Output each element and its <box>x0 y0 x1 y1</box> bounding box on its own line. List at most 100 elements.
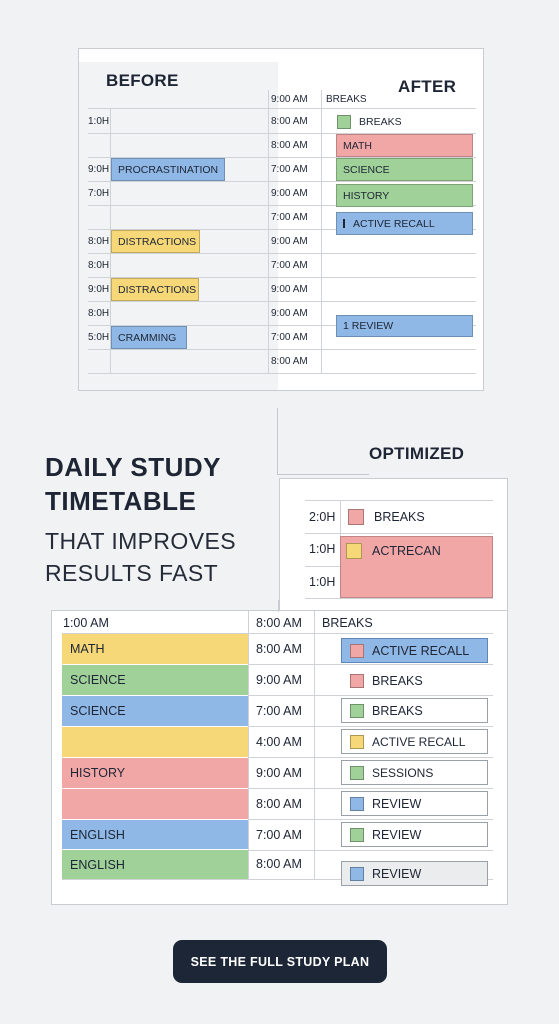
top-grid-line <box>88 349 476 350</box>
review-item: REVIEW <box>341 861 488 886</box>
before-time: 8:0H <box>88 308 110 319</box>
actrecan-block <box>340 536 493 598</box>
after-time: 7:00 AM <box>271 164 308 175</box>
bottom-grid-line <box>248 850 493 851</box>
yellow-square-icon <box>350 734 364 749</box>
after-header-time: 9:00 AM <box>271 94 308 105</box>
after-time: 7:00 AM <box>271 260 308 271</box>
top-grid-line <box>88 205 476 206</box>
before-time: 7:0H <box>88 188 110 199</box>
top-grid-column-line <box>268 90 269 373</box>
headline-title-line1: DAILY STUDY <box>45 452 221 482</box>
item-label: REVIEW <box>372 827 422 842</box>
item-label: ACTIVE RECALL <box>372 734 466 749</box>
connector-line <box>277 474 369 475</box>
after-heading: AFTER <box>398 77 457 96</box>
headline-title-line2: TIMETABLE <box>45 486 197 516</box>
procrastination-block: PROCRASTINATION <box>111 158 225 181</box>
breaks-label: BREAKS <box>359 116 402 128</box>
after-time: 9:00 AM <box>271 236 308 247</box>
optimized-grid-line <box>305 566 341 567</box>
bottom-grid-line <box>248 788 493 789</box>
top-grid-column-line <box>321 90 322 373</box>
math-block: MATH <box>336 134 473 157</box>
bottom-grid-line <box>248 695 493 696</box>
bottom-time: 9:00 AM <box>256 766 302 780</box>
optimized-grid-line <box>305 598 493 599</box>
bottom-time: 8:00 AM <box>256 797 302 811</box>
item-label: BREAKS <box>372 703 423 718</box>
optimized-heading: OPTIMIZED <box>369 444 465 463</box>
history-subject-block: HISTORY <box>62 758 248 788</box>
bottom-time: 7:00 AM <box>256 828 302 842</box>
green-square-icon <box>350 703 364 718</box>
item-label: REVIEW <box>372 796 422 811</box>
actrecan-label: ACTRECAN <box>372 544 441 558</box>
bottom-time: 8:00 AM <box>256 857 302 871</box>
science-subject-block: SCIENCE <box>62 696 248 726</box>
item-label: BREAKS <box>372 673 423 688</box>
bottom-time: 4:00 AM <box>256 735 302 749</box>
before-time: 9:0H <box>88 164 110 175</box>
headline-subtitle-line2: RESULTS FAST <box>45 560 219 586</box>
review-block: 1 REVIEW <box>336 315 473 337</box>
science-subject-block: SCIENCE <box>62 665 248 695</box>
optimized-time: 2:0H <box>309 510 336 524</box>
before-heading: BEFORE <box>106 71 179 90</box>
after-time: 9:00 AM <box>271 308 308 319</box>
optimized-grid-line <box>305 533 493 534</box>
bottom-column-line <box>248 611 249 879</box>
bottom-header-right: BREAKS <box>322 616 373 630</box>
active-recall-label: ACTIVE RECALL <box>353 217 435 230</box>
english-subject-block: ENGLISH <box>62 820 248 849</box>
before-time: 9:0H <box>88 284 110 295</box>
bottom-time: 7:00 AM <box>256 704 302 718</box>
optimized-time: 1:0H <box>309 542 336 556</box>
sessions-item: SESSIONS <box>341 760 488 785</box>
after-header-label: BREAKS <box>326 94 367 105</box>
actrecan-row: ACTRECAN <box>346 542 441 560</box>
headline-subtitle-line1: THAT IMPROVES <box>45 528 236 554</box>
green-square-icon <box>350 827 364 842</box>
bottom-grid-line <box>248 819 493 820</box>
empty-subject-block <box>62 789 248 819</box>
active-recall-block: ACTIVE RECALL <box>336 212 473 235</box>
top-grid-line <box>88 229 476 230</box>
distractions-block: DISTRACTIONS <box>111 230 200 253</box>
breaks-legend: BREAKS <box>337 114 402 130</box>
bottom-grid-line <box>62 633 493 634</box>
red-square-icon <box>350 643 364 658</box>
top-grid-line <box>88 253 476 254</box>
blue-square-icon <box>350 866 364 881</box>
before-time: 8:0H <box>88 236 110 247</box>
optimized-time: 1:0H <box>309 575 336 589</box>
math-subject-block: MATH <box>62 634 248 664</box>
distractions-block: DISTRACTIONS <box>111 278 199 301</box>
bottom-grid-line <box>62 879 493 880</box>
top-grid-line <box>88 108 476 109</box>
before-time: 8:0H <box>88 260 110 271</box>
history-block: HISTORY <box>336 184 473 207</box>
red-square-icon <box>348 509 364 525</box>
bottom-column-line <box>314 611 315 879</box>
after-time: 9:00 AM <box>271 284 308 295</box>
after-time: 8:00 AM <box>271 116 308 127</box>
breaks-item: BREAKS <box>341 698 488 723</box>
see-full-study-plan-button[interactable]: SEE THE FULL STUDY PLAN <box>173 940 387 983</box>
science-block: SCIENCE <box>336 158 473 181</box>
after-time: 7:00 AM <box>271 332 308 343</box>
bottom-grid-line <box>248 757 493 758</box>
review-item: REVIEW <box>341 822 488 847</box>
yellow-square-icon <box>346 543 362 559</box>
green-square-icon <box>337 115 351 129</box>
bottom-header-mid: 8:00 AM <box>256 616 302 630</box>
optimized-grid-line <box>305 500 493 501</box>
connector-line <box>277 408 278 474</box>
english-subject-block: ENGLISH <box>62 850 248 879</box>
after-time: 8:00 AM <box>271 140 308 151</box>
active-recall-item: ACTIVE RECALL <box>341 638 488 663</box>
bar-icon <box>343 219 345 228</box>
active-recall-item: ACTIVE RECALL <box>341 729 488 754</box>
top-grid-line <box>88 373 476 374</box>
cramming-block: CRAMMING <box>111 326 187 349</box>
